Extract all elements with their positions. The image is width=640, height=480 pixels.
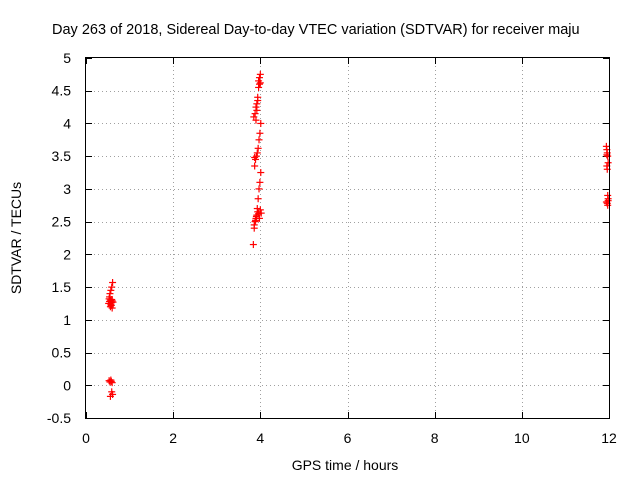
data-point bbox=[256, 178, 264, 186]
y-tick-label: 2 bbox=[63, 246, 71, 262]
x-tick-label: 0 bbox=[82, 430, 90, 446]
data-point bbox=[602, 198, 610, 206]
y-tick-label: 4.5 bbox=[52, 83, 72, 99]
x-tick-label: 6 bbox=[344, 430, 352, 446]
y-tick-label: 4 bbox=[63, 115, 71, 131]
data-point bbox=[108, 379, 116, 387]
data-point bbox=[106, 392, 114, 400]
y-tick-label: 1.5 bbox=[52, 279, 72, 295]
data-point bbox=[108, 296, 116, 304]
data-point bbox=[256, 129, 264, 137]
data-point bbox=[252, 152, 260, 160]
data-point bbox=[252, 216, 260, 224]
chart-title: Day 263 of 2018, Sidereal Day-to-day VTE… bbox=[52, 22, 580, 38]
data-point bbox=[257, 169, 265, 177]
x-axis-label: GPS time / hours bbox=[292, 457, 399, 473]
data-point bbox=[604, 152, 612, 160]
data-point bbox=[255, 136, 263, 144]
data-point bbox=[604, 197, 612, 205]
grid bbox=[86, 58, 609, 418]
data-point bbox=[256, 206, 264, 214]
y-tick-label: 2.5 bbox=[52, 214, 72, 230]
data-point bbox=[255, 185, 263, 193]
data-point bbox=[604, 159, 612, 167]
y-tick-label: 3 bbox=[63, 181, 71, 197]
data-point bbox=[109, 279, 117, 287]
data-point bbox=[251, 110, 259, 118]
data-point bbox=[107, 301, 115, 309]
data-point bbox=[255, 80, 263, 88]
data-point bbox=[253, 106, 261, 114]
data-point bbox=[257, 119, 265, 127]
data-point bbox=[251, 153, 259, 161]
data-point bbox=[256, 70, 264, 78]
data-point bbox=[255, 83, 263, 91]
data-point bbox=[252, 116, 260, 124]
data-point bbox=[257, 209, 265, 217]
plot-frame bbox=[85, 57, 610, 419]
data-point bbox=[107, 286, 115, 294]
y-tick-label: 5 bbox=[63, 50, 71, 66]
x-tick-label: 10 bbox=[514, 430, 530, 446]
data-point bbox=[254, 195, 262, 203]
data-point bbox=[108, 283, 116, 291]
data-point bbox=[252, 103, 260, 111]
data-points bbox=[105, 70, 612, 400]
data-point bbox=[252, 212, 260, 220]
y-axis-ticks: -0.5 0 0.5 1 1.5 2 2.5 3 3.5 4 4.5 5 bbox=[47, 50, 609, 426]
y-tick-label: 3.5 bbox=[52, 148, 72, 164]
x-tick-label: 4 bbox=[256, 430, 264, 446]
y-tick-label: 0.5 bbox=[52, 345, 72, 361]
data-point bbox=[253, 100, 261, 108]
data-point bbox=[255, 77, 263, 85]
y-tick-label: 0 bbox=[63, 377, 71, 393]
data-point bbox=[251, 162, 259, 170]
data-point bbox=[253, 205, 261, 213]
data-point bbox=[254, 93, 262, 101]
data-point bbox=[107, 377, 115, 385]
x-tick-label: 8 bbox=[431, 430, 439, 446]
x-tick-label: 2 bbox=[169, 430, 177, 446]
y-tick-label: -0.5 bbox=[47, 410, 71, 426]
data-point bbox=[254, 144, 262, 152]
data-point bbox=[250, 221, 258, 229]
x-axis-ticks: 0 2 4 6 8 10 12 bbox=[82, 58, 617, 446]
data-point bbox=[253, 149, 261, 157]
data-point bbox=[249, 241, 257, 249]
y-axis-label: SDTVAR / TECUs bbox=[8, 182, 24, 294]
y-tick-label: 1 bbox=[63, 312, 71, 328]
x-tick-label: 12 bbox=[601, 430, 617, 446]
data-point bbox=[255, 74, 263, 82]
